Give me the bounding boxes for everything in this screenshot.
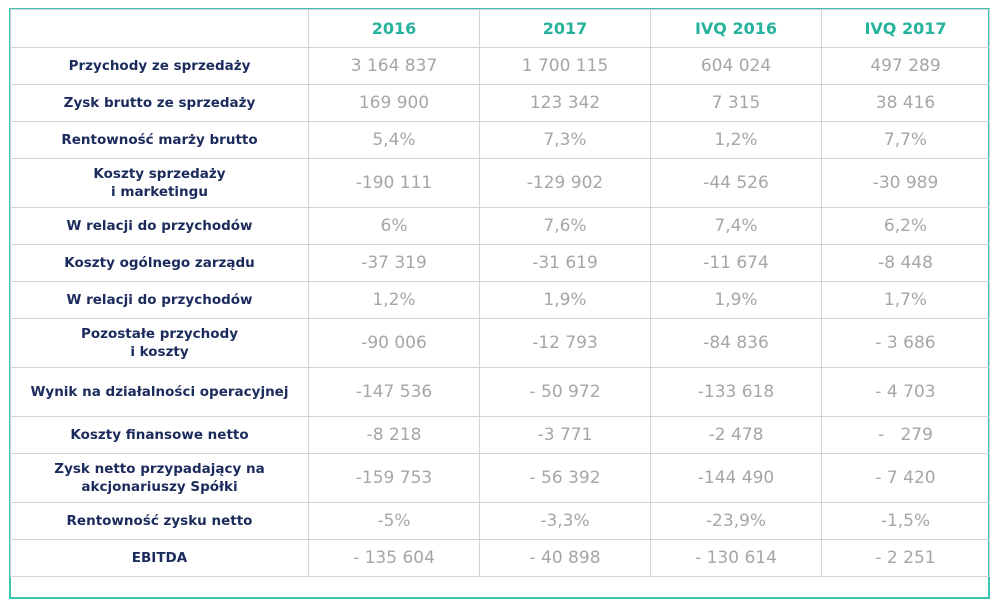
row-label-line: i marketingu [111, 184, 208, 200]
row-label: Przychody ze sprzedaży [10, 47, 309, 85]
cell-value: -90 006 [308, 318, 480, 368]
cell-value: 1 700 115 [479, 47, 651, 85]
row-label: Zysk brutto ze sprzedaży [10, 84, 309, 122]
cell-value: 7,3% [479, 121, 651, 159]
cell-value: -8 448 [821, 244, 990, 282]
cell-value: -190 111 [308, 158, 480, 208]
cell-value: -31 619 [479, 244, 651, 282]
cell-value: -2 478 [650, 416, 822, 454]
table-row: Zysk brutto ze sprzedaży 169 900 123 342… [10, 84, 990, 122]
cell-value: 1,7% [821, 281, 990, 319]
cell-value: 497 289 [821, 47, 990, 85]
cell-value: 6% [308, 207, 480, 245]
row-label: W relacji do przychodów [10, 281, 309, 319]
cell-value: -23,9% [650, 502, 822, 540]
cell-value: - 135 604 [308, 539, 480, 577]
cell-value: - 279 [821, 416, 990, 454]
table-row: EBITDA - 135 604 - 40 898 - 130 614 - 2 … [10, 539, 990, 577]
cell-value: -147 536 [308, 367, 480, 417]
cell-value: -44 526 [650, 158, 822, 208]
header-ivq-2017: IVQ 2017 [821, 9, 990, 48]
financial-results-table: 2016 2017 IVQ 2016 IVQ 2017 Przychody ze… [10, 9, 990, 577]
cell-value: -133 618 [650, 367, 822, 417]
row-label: Zysk netto przypadający na akcjonariuszy… [10, 453, 309, 503]
cell-value: - 50 972 [479, 367, 651, 417]
cell-value: 6,2% [821, 207, 990, 245]
cell-value: 1,9% [650, 281, 822, 319]
cell-value: -12 793 [479, 318, 651, 368]
cell-value: 38 416 [821, 84, 990, 122]
cell-value: - 4 703 [821, 367, 990, 417]
header-row: 2016 2017 IVQ 2016 IVQ 2017 [10, 9, 990, 48]
table-row: Rentowność marży brutto 5,4% 7,3% 1,2% 7… [10, 121, 990, 159]
row-label: Rentowność marży brutto [10, 121, 309, 159]
cell-value: -144 490 [650, 453, 822, 503]
cell-value: 7,7% [821, 121, 990, 159]
row-label: EBITDA [10, 539, 309, 577]
cell-value: 7,6% [479, 207, 651, 245]
cell-value: - 130 614 [650, 539, 822, 577]
table-row: Pozostałe przychody i koszty -90 006 -12… [10, 318, 990, 368]
cell-value: 123 342 [479, 84, 651, 122]
row-label: Pozostałe przychody i koszty [10, 318, 309, 368]
cell-value: -37 319 [308, 244, 480, 282]
row-label: Koszty finansowe netto [10, 416, 309, 454]
table-row: W relacji do przychodów 1,2% 1,9% 1,9% 1… [10, 281, 990, 319]
row-label: Koszty sprzedaży i marketingu [10, 158, 309, 208]
table-row: Przychody ze sprzedaży 3 164 837 1 700 1… [10, 47, 990, 85]
cell-value: 7,4% [650, 207, 822, 245]
row-label-line: Zysk netto przypadający na [54, 461, 265, 477]
table-row: Koszty finansowe netto -8 218 -3 771 -2 … [10, 416, 990, 454]
header-empty-cell [10, 9, 309, 48]
row-label: Koszty ogólnego zarządu [10, 244, 309, 282]
cell-value: - 40 898 [479, 539, 651, 577]
cell-value: 1,2% [308, 281, 480, 319]
cell-value: 3 164 837 [308, 47, 480, 85]
table-row: Koszty sprzedaży i marketingu -190 111 -… [10, 158, 990, 208]
header-2016: 2016 [308, 9, 480, 48]
row-label: W relacji do przychodów [10, 207, 309, 245]
cell-value: 1,9% [479, 281, 651, 319]
cell-value: -3,3% [479, 502, 651, 540]
cell-value: -11 674 [650, 244, 822, 282]
table-row: Koszty ogólnego zarządu -37 319 -31 619 … [10, 244, 990, 282]
cell-value: - 2 251 [821, 539, 990, 577]
cell-value: -8 218 [308, 416, 480, 454]
row-label-line: Pozostałe przychody [80, 326, 239, 342]
cell-value: - 56 392 [479, 453, 651, 503]
table-row: Wynik na działalności operacyjnej -147 5… [10, 367, 990, 417]
row-label: Rentowność zysku netto [10, 502, 309, 540]
cell-value: 1,2% [650, 121, 822, 159]
cell-value: 604 024 [650, 47, 822, 85]
cell-value: -159 753 [308, 453, 480, 503]
table-row: Rentowność zysku netto -5% -3,3% -23,9% … [10, 502, 990, 540]
row-label-line: akcjonariuszy Spółki [81, 479, 238, 495]
row-label-line: i koszty [130, 344, 189, 360]
row-label-line: Koszty sprzedaży [93, 166, 226, 182]
cell-value: -1,5% [821, 502, 990, 540]
table-row: Zysk netto przypadający na akcjonariuszy… [10, 453, 990, 503]
cell-value: -30 989 [821, 158, 990, 208]
cell-value: - 3 686 [821, 318, 990, 368]
cell-value: 169 900 [308, 84, 480, 122]
row-label: Wynik na działalności operacyjnej [10, 367, 309, 417]
cell-value: 5,4% [308, 121, 480, 159]
cell-value: -3 771 [479, 416, 651, 454]
cell-value: -5% [308, 502, 480, 540]
table-row: W relacji do przychodów 6% 7,6% 7,4% 6,2… [10, 207, 990, 245]
cell-value: -84 836 [650, 318, 822, 368]
cell-value: 7 315 [650, 84, 822, 122]
cell-value: - 7 420 [821, 453, 990, 503]
header-2017: 2017 [479, 9, 651, 48]
header-ivq-2016: IVQ 2016 [650, 9, 822, 48]
cell-value: -129 902 [479, 158, 651, 208]
